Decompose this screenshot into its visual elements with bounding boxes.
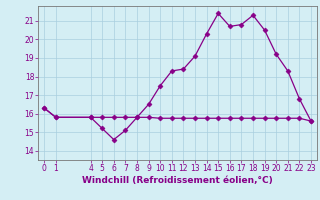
X-axis label: Windchill (Refroidissement éolien,°C): Windchill (Refroidissement éolien,°C) (82, 176, 273, 185)
